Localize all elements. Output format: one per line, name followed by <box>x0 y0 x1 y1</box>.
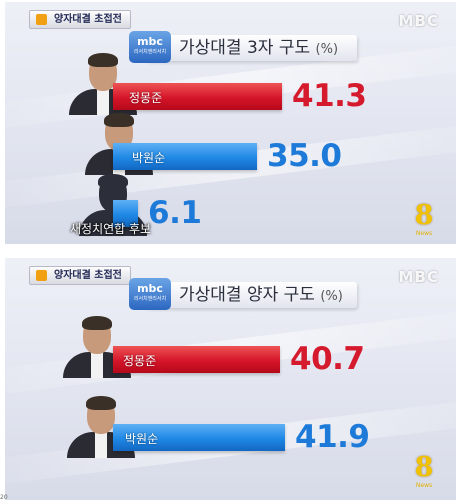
pollster-logo-sub: 리서치앤리서치 <box>133 296 167 302</box>
chart-title-bar: mbc 리서치앤리서치 가상대결 양자 구도 (%) <box>129 278 357 310</box>
value-label: 41.3 <box>292 78 367 114</box>
headline-tag-text: 양자대결 초접전 <box>54 270 122 281</box>
pollster-logo: mbc 리서치앤리서치 <box>129 31 171 63</box>
bar-mark <box>113 424 285 451</box>
chart-panel-three-way: 양자대결 초접전 MBC mbc 리서치앤리서치 가상대결 3자 구도 (%) … <box>5 2 456 244</box>
chart-title: 가상대결 양자 구도 (%) <box>179 282 343 310</box>
candidate-name: 박원순 <box>125 432 159 446</box>
chart-title-text: 가상대결 3자 구도 <box>179 38 311 58</box>
corner-text: 20 <box>0 494 8 501</box>
channel-8-sub: News <box>415 230 433 237</box>
pollster-logo-sub: 리서치앤리서치 <box>133 49 167 55</box>
value-label: 6.1 <box>148 195 202 231</box>
chart-title: 가상대결 3자 구도 (%) <box>179 35 338 63</box>
broadcaster-logo: MBC <box>398 268 439 286</box>
value-label: 40.7 <box>290 341 365 377</box>
candidate-name: 정몽준 <box>123 354 157 368</box>
candidate-name: 박원순 <box>132 151 166 165</box>
headline-tag: 양자대결 초접전 <box>29 266 131 285</box>
pollster-logo-text: mbc <box>137 282 163 295</box>
tag-marker-icon <box>36 270 47 281</box>
chart-title-text: 가상대결 양자 구도 <box>179 285 315 305</box>
bar-mark <box>113 143 257 170</box>
bar-mark <box>113 346 280 373</box>
tag-marker-icon <box>36 14 47 25</box>
channel-8-logo: 8 News <box>412 202 436 238</box>
pollster-logo-text: mbc <box>137 35 163 48</box>
value-label: 35.0 <box>267 138 342 174</box>
pollster-logo: mbc 리서치앤리서치 <box>129 278 171 310</box>
chart-title-bar: mbc 리서치앤리서치 가상대결 3자 구도 (%) <box>129 31 357 63</box>
headline-tag-text: 양자대결 초접전 <box>54 14 122 25</box>
candidate-photo <box>65 396 137 458</box>
candidate-photo <box>67 53 139 115</box>
candidate-name: 새정치연합 후보 <box>70 222 152 236</box>
bar-mark <box>113 83 282 110</box>
value-label: 41.9 <box>295 419 370 455</box>
chart-unit: (%) <box>315 42 339 57</box>
chart-unit: (%) <box>320 289 343 304</box>
channel-8-number: 8 <box>414 452 434 483</box>
channel-8-number: 8 <box>414 200 434 231</box>
channel-8-sub: News <box>415 482 433 489</box>
chart-panel-two-way: 양자대결 초접전 MBC mbc 리서치앤리서치 가상대결 양자 구도 (%) … <box>5 258 456 500</box>
candidate-name: 정몽준 <box>129 91 163 105</box>
channel-8-logo: 8 News <box>412 454 436 490</box>
broadcaster-logo: MBC <box>398 12 439 30</box>
headline-tag: 양자대결 초접전 <box>29 10 131 29</box>
bar-mark <box>113 200 138 227</box>
